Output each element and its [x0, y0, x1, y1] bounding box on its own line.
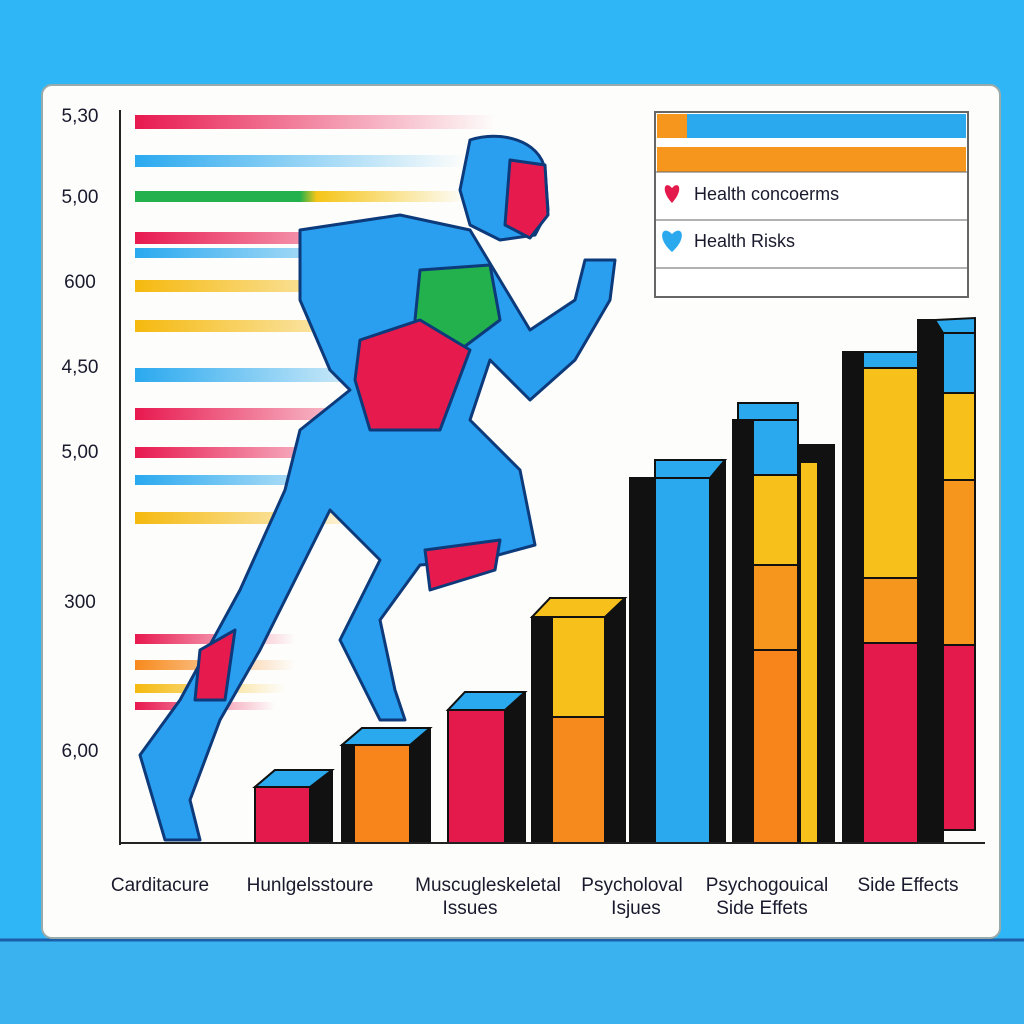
y-label: 5,30	[62, 106, 99, 127]
stripe	[135, 191, 465, 202]
bar	[942, 392, 976, 481]
bar	[799, 461, 819, 844]
y-label: 4,50	[62, 357, 99, 378]
legend-bar	[657, 114, 687, 138]
bar	[551, 716, 606, 844]
bar-side	[629, 477, 656, 844]
bar-top	[933, 316, 976, 334]
legend-box	[654, 111, 969, 298]
runner-abs	[353, 318, 472, 432]
bar	[862, 642, 919, 844]
bar	[752, 419, 799, 476]
bar-side	[842, 351, 864, 844]
bar-side	[732, 419, 754, 844]
category-labels: Carditacure Hunlgelsstoure Muscugleskele…	[111, 875, 959, 919]
bar	[942, 644, 976, 831]
stripe	[135, 115, 495, 129]
category-label: Psychogouical	[706, 875, 829, 896]
runner-calf	[193, 628, 237, 702]
bar	[942, 332, 976, 394]
y-label: 600	[64, 272, 96, 293]
floor	[0, 938, 1024, 1024]
bar-side	[531, 616, 553, 844]
legend-heart	[664, 185, 680, 203]
category-label: Side Effets	[716, 898, 808, 919]
y-label: 300	[64, 592, 96, 613]
bar	[752, 649, 799, 844]
category-label: Issues	[443, 898, 498, 919]
bar	[551, 616, 606, 718]
bar	[353, 744, 411, 844]
legend-bar	[687, 114, 966, 138]
legend-label: Health concoerms	[694, 184, 839, 204]
legend: Health concoerms Health Risks	[654, 111, 969, 298]
bar-side	[917, 319, 944, 844]
stripe	[135, 248, 435, 258]
bar-top	[339, 727, 433, 746]
bar-top	[529, 597, 628, 618]
bar-side	[341, 744, 355, 844]
stripe	[135, 155, 465, 167]
bar	[752, 564, 799, 651]
category-label: Carditacure	[111, 875, 209, 896]
category-label: Hunlgelsstoure	[247, 875, 374, 896]
legend-bar	[657, 147, 966, 172]
y-label: 6,00	[62, 741, 99, 762]
y-axis-labels: 5,30 5,00 600 4,50 5,00 300 6,00	[62, 106, 99, 762]
bar-top	[445, 691, 528, 711]
runner-body	[138, 213, 617, 842]
bar-top	[737, 402, 799, 421]
y-label: 5,00	[62, 187, 99, 208]
bar-top	[252, 769, 335, 788]
legend-heart	[662, 230, 682, 252]
bar-top	[654, 459, 728, 479]
category-label: Muscugleskeletal	[415, 875, 561, 896]
bar	[862, 367, 919, 579]
category-label: Psycholoval	[581, 875, 682, 896]
category-label: Side Effects	[857, 875, 958, 896]
bar	[942, 479, 976, 646]
bar-top	[862, 351, 919, 369]
runner-face	[503, 158, 550, 240]
bar	[752, 474, 799, 566]
stripe	[135, 475, 395, 485]
bar	[862, 577, 919, 644]
stripe	[135, 447, 395, 458]
runner	[138, 134, 617, 842]
bar	[447, 709, 506, 844]
y-label: 5,00	[62, 442, 99, 463]
bar	[254, 786, 311, 844]
runner-calf	[423, 538, 502, 592]
bar	[654, 477, 711, 844]
legend-label: Health Risks	[694, 231, 795, 251]
category-label: Isjues	[611, 898, 661, 919]
